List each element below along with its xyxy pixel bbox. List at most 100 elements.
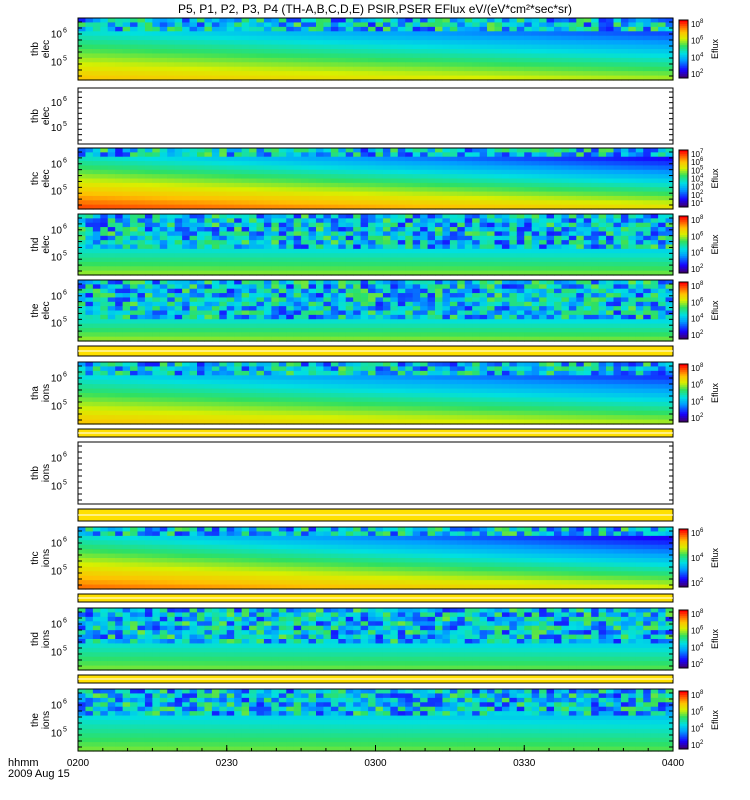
heat-cell [665, 327, 674, 333]
heat-cell [345, 235, 354, 241]
heat-cell [353, 270, 362, 276]
heat-cell [278, 327, 287, 333]
heat-cell [635, 214, 644, 219]
heat-cell [130, 75, 139, 81]
heat-cell [598, 174, 607, 180]
heat-cell [182, 306, 191, 312]
heat-cell [122, 66, 131, 72]
colorbar-segment [679, 167, 688, 170]
heat-cell [174, 297, 183, 303]
heat-cell [249, 31, 258, 37]
heat-cell [92, 18, 101, 24]
heat-cell [330, 200, 339, 206]
heat-cell [591, 187, 600, 193]
heat-cell [100, 240, 109, 246]
heat-cell [316, 57, 325, 63]
heat-cell [620, 319, 629, 325]
heat-cell [598, 240, 607, 246]
heat-cell [375, 231, 384, 237]
heat-cell [382, 169, 391, 175]
heat-cell [397, 227, 406, 233]
heat-cell [591, 336, 600, 342]
heat-cell [330, 222, 339, 228]
heat-cell [494, 222, 503, 228]
heat-cell [226, 156, 235, 162]
heat-cell [144, 31, 153, 37]
panel-species-label: elec [41, 301, 52, 319]
colorbar-frame [678, 215, 689, 274]
heat-cell [78, 227, 87, 233]
heat-cell [241, 323, 250, 329]
heat-cell [435, 231, 444, 237]
heat-cell [598, 248, 607, 254]
heat-cell [390, 227, 399, 233]
panel-probe-label: the [30, 303, 41, 317]
heat-cell [375, 266, 384, 272]
heat-cell [197, 22, 206, 28]
heat-cell [92, 204, 101, 210]
heat-cell [152, 152, 161, 158]
heat-cell [509, 231, 518, 237]
heat-cell [539, 323, 548, 329]
heat-cell [278, 195, 287, 201]
heat-cell [665, 75, 674, 81]
heat-cell [278, 57, 287, 63]
heat-cell [397, 204, 406, 210]
heat-cell [405, 244, 414, 250]
heat-cell [568, 301, 577, 307]
heat-cell [308, 182, 317, 188]
heat-cell [457, 75, 466, 81]
heat-cell [554, 182, 563, 188]
heat-cell [92, 187, 101, 193]
heat-cell [107, 169, 116, 175]
heat-cell [78, 310, 87, 316]
heat-cell [606, 288, 615, 294]
colorbar-segment [679, 269, 688, 272]
heat-cell [107, 270, 116, 276]
heat-cell [263, 301, 272, 307]
heat-cell [561, 195, 570, 201]
heat-cell [375, 270, 384, 276]
heat-cell [576, 327, 585, 333]
heat-cell [420, 227, 429, 233]
heat-cell [472, 200, 481, 206]
heat-cell [516, 261, 525, 267]
heat-cell [591, 40, 600, 46]
heat-cell [204, 57, 213, 63]
heat-cell [620, 218, 629, 224]
heat-cell [293, 323, 302, 329]
colorbar-tick-label: 10 [691, 298, 700, 307]
heat-cell [159, 218, 168, 224]
heat-cell [382, 22, 391, 28]
heat-cell [182, 191, 191, 197]
heat-cell [561, 310, 570, 316]
heat-cell [323, 227, 332, 233]
heat-cell [345, 35, 354, 41]
heat-cell [390, 266, 399, 272]
heat-cell [397, 222, 406, 228]
heat-cell [397, 195, 406, 201]
heat-cell [234, 161, 243, 167]
heat-cell [286, 248, 295, 254]
heat-cell [472, 240, 481, 246]
heat-cell [174, 270, 183, 276]
heat-cell [360, 227, 369, 233]
heat-cell [598, 148, 607, 153]
heat-cell [167, 419, 176, 425]
heat-cell [457, 261, 466, 267]
heat-cell [412, 319, 421, 325]
heat-cell [338, 257, 347, 263]
heat-cell [152, 200, 161, 206]
heat-cell [509, 261, 518, 267]
heat-cell [301, 169, 310, 175]
heat-cell [650, 75, 659, 81]
heat-cell [115, 406, 124, 412]
heat-cell [249, 266, 258, 272]
heat-cell [78, 200, 87, 206]
heat-cell [234, 231, 243, 237]
heat-cell [249, 323, 258, 329]
heat-cell [301, 288, 310, 294]
heat-cell [100, 235, 109, 241]
heat-cell [368, 187, 377, 193]
heat-cell [457, 235, 466, 241]
